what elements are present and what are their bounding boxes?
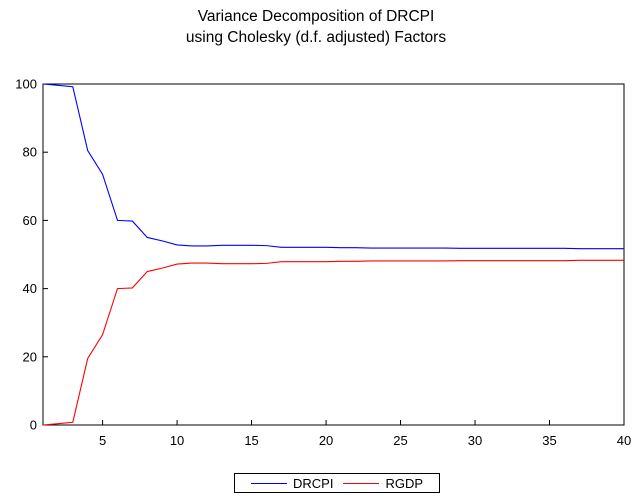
x-tick-label: 10 bbox=[170, 433, 184, 448]
chart-title-line-1: Variance Decomposition of DRCPI bbox=[197, 8, 435, 25]
axis-ticks: 0 20 40 60 80 100 5 10 15 20 25 30 35 40 bbox=[15, 77, 631, 449]
plot-area-frame bbox=[42, 83, 625, 426]
legend-swatch-rgdp bbox=[343, 482, 380, 484]
legend-entry-drcpi: DRCPI bbox=[250, 475, 334, 491]
legend-label-rgdp: RGDP bbox=[385, 475, 423, 491]
y-tick-label: 80 bbox=[23, 145, 37, 160]
x-tick-label: 30 bbox=[468, 433, 482, 448]
chart-title-line-2: using Cholesky (d.f. adjusted) Factors bbox=[185, 29, 447, 46]
series-layer bbox=[42, 83, 624, 426]
series-line-drcpi bbox=[42, 83, 624, 250]
x-tick-label: 20 bbox=[319, 433, 333, 448]
legend-label-drcpi: DRCPI bbox=[292, 475, 334, 491]
chart-plot: 0 20 40 60 80 100 5 10 15 20 25 30 35 40 bbox=[15, 77, 631, 449]
legend-entry-rgdp: RGDP bbox=[343, 476, 423, 491]
x-tick-label: 40 bbox=[617, 433, 631, 448]
y-tick-label: 0 bbox=[30, 418, 37, 433]
y-tick-label: 60 bbox=[23, 213, 37, 228]
legend: DRCPI RGDP bbox=[234, 473, 440, 493]
x-tick-label: 35 bbox=[542, 433, 556, 448]
y-tick-label: 40 bbox=[23, 281, 37, 296]
x-tick-label: 25 bbox=[393, 433, 407, 448]
x-tick-label: 5 bbox=[99, 433, 106, 448]
legend-swatch-drcpi bbox=[250, 482, 287, 484]
y-tick-label: 20 bbox=[23, 349, 37, 364]
chart-title: Variance Decomposition of DRCPI using Ch… bbox=[0, 6, 632, 48]
x-tick-label: 15 bbox=[244, 433, 258, 448]
y-tick-label: 100 bbox=[15, 77, 37, 92]
series-line-rgdp bbox=[42, 259, 624, 426]
